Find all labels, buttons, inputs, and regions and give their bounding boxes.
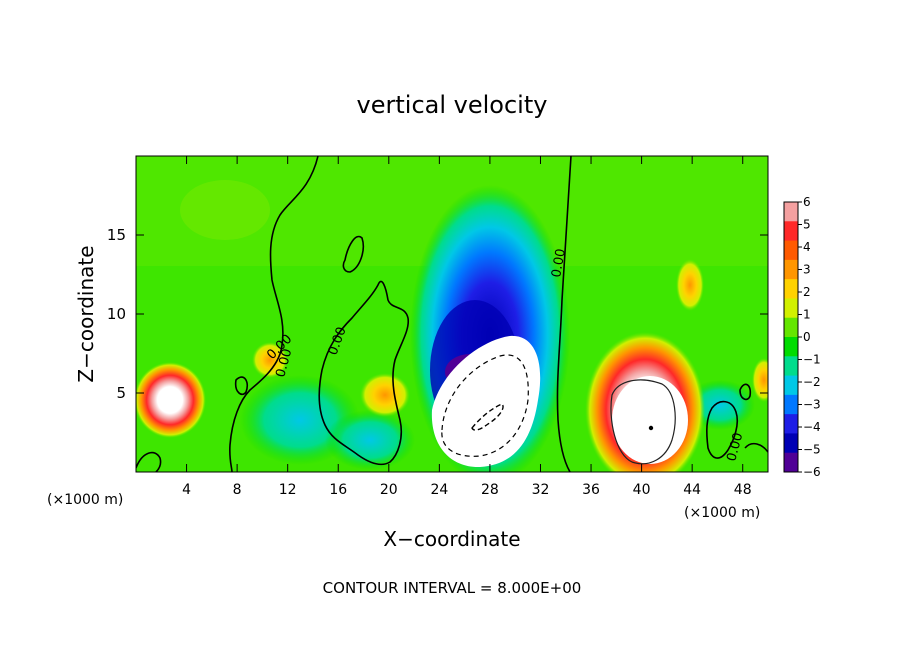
contour-line	[706, 400, 739, 459]
y-axis-ticks: 5 10 15	[107, 226, 768, 402]
x-tick-label: 44	[683, 482, 701, 498]
chart-title: vertical velocity	[357, 91, 548, 119]
updraft-left	[136, 362, 206, 438]
x-axis-label: X−coordinate	[383, 527, 520, 551]
y-axis-label: Z−coordinate	[74, 245, 98, 382]
updraft-small	[252, 342, 288, 378]
contour-line	[136, 451, 162, 472]
plot-area: 0.00 0.00 0.00 0.00 0.00	[136, 156, 768, 472]
colorbar-swatch	[784, 259, 798, 280]
x-tick-label: 24	[430, 482, 448, 498]
contour-line	[610, 379, 676, 465]
colorbar-label: −5	[803, 443, 821, 457]
colorbar-label: 3	[803, 263, 811, 277]
x-tick-label: 36	[582, 482, 600, 498]
colorbar-swatch	[784, 337, 798, 357]
y-tick-label: 10	[107, 305, 126, 323]
colorbar-label: −2	[803, 375, 821, 389]
contour-line	[318, 280, 410, 466]
contour-lines	[136, 156, 768, 472]
colorbar-label: 5	[803, 218, 811, 232]
x-tick-label: 32	[532, 482, 550, 498]
contour-line	[441, 354, 529, 457]
colorbar-swatch	[784, 433, 798, 454]
contour-label: 0.00	[273, 347, 295, 379]
colorbar-label: 0	[803, 330, 811, 344]
x-tick-label: 16	[329, 482, 347, 498]
updraft-white-core	[612, 376, 688, 464]
x-tick-label: 8	[233, 482, 242, 498]
x-unit-right: (×1000 m)	[684, 505, 760, 521]
colorbar-swatch	[784, 240, 798, 261]
colorbar-label: 1	[803, 308, 811, 322]
colorbar-swatch	[784, 202, 798, 222]
colorbar-swatch	[784, 221, 798, 242]
contour-line	[228, 156, 319, 472]
x-tick-label: 48	[734, 482, 752, 498]
colorbar-label: −1	[803, 353, 821, 367]
colorbar-swatch	[784, 414, 798, 434]
field-patch	[325, 410, 415, 470]
updraft-mid	[360, 373, 410, 417]
colorbar-label: 4	[803, 240, 811, 254]
contour-centre-dot	[648, 425, 654, 431]
contour-interval-note: CONTOUR INTERVAL = 8.000E+00	[323, 579, 582, 597]
x-axis-ticks: 4 8 12 16 20 24 28 32 36 40 44 48	[182, 156, 752, 498]
colorbar-swatch	[784, 317, 798, 338]
x-tick-label: 4	[182, 482, 191, 498]
colorbar: 6 5 4 3 2 1 0 −1 −2 −3 −4 −5 −6	[783, 195, 821, 479]
field-patch	[180, 180, 270, 240]
x-tick-label: 28	[481, 482, 499, 498]
colorbar-swatch	[784, 452, 798, 473]
x-unit-left: (×1000 m)	[47, 492, 123, 508]
contour-label: 0.00	[724, 431, 746, 463]
central-updraft-core	[431, 335, 541, 468]
colorbar-label: 2	[803, 285, 811, 299]
contour-line	[234, 376, 249, 396]
x-tick-label: 12	[279, 482, 297, 498]
colorbar-label: −6	[803, 465, 821, 479]
contour-line	[471, 403, 504, 431]
colorbar-swatch	[784, 356, 798, 377]
colorbar-label: 6	[803, 195, 811, 209]
updraft-upper	[676, 259, 704, 311]
contour-line	[556, 156, 572, 472]
x-tick-label: 40	[633, 482, 651, 498]
colorbar-swatch	[784, 394, 798, 415]
y-tick-label: 15	[107, 226, 126, 244]
y-tick-label: 5	[116, 384, 126, 402]
contour-line	[739, 383, 752, 401]
colorbar-label: −4	[803, 420, 821, 434]
colorbar-label: −3	[803, 398, 821, 412]
x-tick-label: 20	[380, 482, 398, 498]
colorbar-swatch	[784, 375, 798, 396]
contour-label: 0.00	[549, 248, 569, 279]
updraft-small	[752, 358, 768, 402]
colorbar-swatch	[784, 279, 798, 299]
contour-line	[744, 442, 768, 453]
colorbar-swatch	[784, 298, 798, 319]
contour-line	[342, 235, 365, 273]
